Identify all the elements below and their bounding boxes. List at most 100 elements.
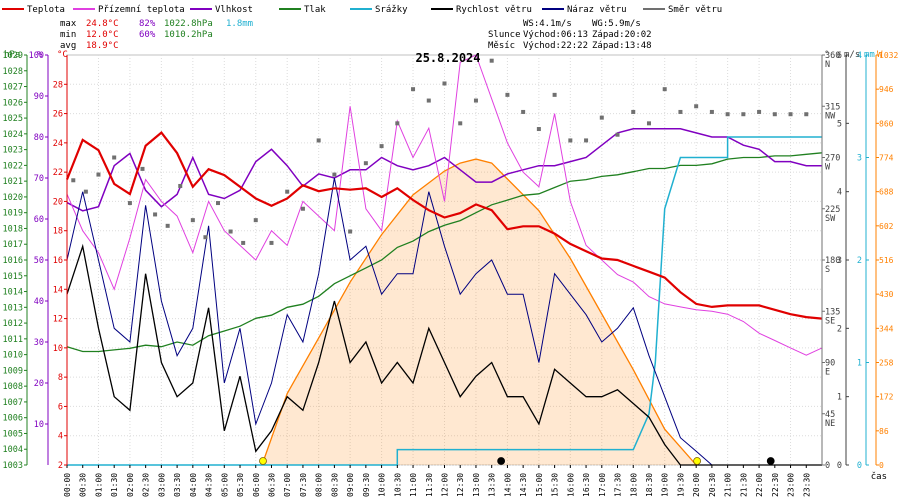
x-tick-label: 20:30 bbox=[708, 473, 717, 497]
x-tick-label: 14:00 bbox=[503, 473, 512, 497]
temp-axis-label: 24 bbox=[53, 139, 63, 149]
axis-title-ms: m/s bbox=[844, 50, 860, 60]
wind-direction-point bbox=[153, 212, 158, 217]
stat-min-hum: 60% bbox=[139, 30, 156, 40]
pressure-line bbox=[66, 152, 823, 353]
x-tick-label: 22:30 bbox=[771, 473, 780, 497]
wind-direction-point bbox=[757, 109, 762, 114]
wind-direction-point bbox=[253, 218, 258, 223]
x-tick-label: 15:00 bbox=[535, 473, 544, 497]
direction-axis-label: 270 bbox=[825, 154, 840, 164]
rain-axis-label: 0 bbox=[857, 461, 862, 471]
chart-title: 25.8.2024 bbox=[415, 51, 480, 65]
temperature-line bbox=[65, 131, 823, 320]
info-moonrise: Východ:22:22 bbox=[523, 41, 588, 51]
wind-direction-point bbox=[241, 240, 246, 245]
x-tick-label: 08:30 bbox=[330, 473, 339, 497]
direction-axis-label: 90 bbox=[825, 359, 835, 369]
pressure-axis-label: 1016 bbox=[3, 256, 23, 266]
pressure-axis-label: 1004 bbox=[3, 445, 23, 455]
pressure-axis-label: 1025 bbox=[3, 114, 23, 124]
solar-area-fill bbox=[262, 159, 697, 465]
legend-item: Náraz větru bbox=[567, 5, 627, 15]
rain-axis-label: 2 bbox=[857, 256, 862, 266]
x-tick-label: 07:00 bbox=[283, 473, 292, 497]
wind-direction-point bbox=[379, 144, 384, 149]
x-tick-label: 05:30 bbox=[236, 473, 245, 497]
wind-direction-point bbox=[678, 109, 683, 114]
x-tick-label: 03:00 bbox=[157, 473, 166, 497]
humidity-line bbox=[66, 128, 822, 212]
direction-axis-label: 315 bbox=[825, 102, 840, 112]
sunset-marker bbox=[693, 457, 702, 465]
wind-direction-point bbox=[741, 112, 746, 117]
x-tick-label: 06:30 bbox=[267, 473, 276, 497]
info-sunset: Západ:20:02 bbox=[592, 30, 652, 40]
axes: 00:00 00:30 01:00 01:30 02:00 02:30 03:00 03:30… bbox=[3, 51, 899, 497]
direction-axis-dir: SW bbox=[825, 214, 836, 224]
wind-direction-point bbox=[426, 98, 431, 103]
temp-axis-label: 28 bbox=[53, 80, 63, 90]
moonrise-marker bbox=[766, 457, 775, 465]
legend-item: Vlhkost bbox=[215, 5, 253, 15]
wind-direction-point bbox=[228, 229, 233, 234]
temp-axis-label: 8 bbox=[58, 373, 63, 383]
stat-max-label: max bbox=[60, 19, 77, 29]
humidity-axis-label: 30 bbox=[34, 338, 44, 348]
wind-direction-point bbox=[83, 189, 88, 194]
wind-direction-point bbox=[584, 138, 589, 143]
wind-direction-point bbox=[316, 138, 321, 143]
stat-avg-temp: 18.9°C bbox=[86, 41, 119, 51]
axis-title-hpa: hPa bbox=[4, 50, 20, 60]
direction-axis-label: 225 bbox=[825, 205, 840, 215]
solar-axis-label: 688 bbox=[879, 188, 894, 197]
wind-direction-point bbox=[646, 121, 651, 126]
direction-axis-dir: W bbox=[825, 163, 831, 173]
wind-direction-point bbox=[599, 115, 604, 120]
wind-direction-point bbox=[395, 121, 400, 126]
pressure-axis-label: 1024 bbox=[3, 130, 23, 140]
rain-axis-label: 3 bbox=[857, 154, 862, 164]
x-tick-label: 14:30 bbox=[519, 473, 528, 497]
stat-min-pres: 1010.2hPa bbox=[164, 30, 213, 40]
temp-axis-label: 22 bbox=[53, 168, 63, 178]
pressure-axis-label: 1010 bbox=[3, 351, 23, 361]
x-tick-label: 05:00 bbox=[220, 473, 229, 497]
wind-direction-point bbox=[71, 178, 76, 183]
pressure-axis-label: 1015 bbox=[3, 272, 23, 282]
x-tick-label: 21:00 bbox=[724, 473, 733, 497]
x-tick-label: 04:30 bbox=[205, 473, 214, 497]
wind-axis-label: 5 bbox=[837, 119, 842, 129]
x-tick-label: 09:30 bbox=[362, 473, 371, 497]
x-tick-label: 10:00 bbox=[378, 473, 387, 497]
legend-item: Rychlost větru bbox=[456, 5, 532, 15]
stat-min-temp: 12.0°C bbox=[86, 30, 119, 40]
moonset-marker bbox=[497, 457, 506, 465]
stat-min-label: min bbox=[60, 30, 76, 40]
pressure-axis-label: 1012 bbox=[3, 319, 23, 329]
humidity-axis-label: 40 bbox=[34, 297, 44, 307]
temp-axis-label: 26 bbox=[53, 110, 63, 120]
wind-direction-point bbox=[552, 92, 557, 97]
info-moon-label: Měsíc bbox=[488, 41, 515, 51]
stat-max-temp: 24.8°C bbox=[86, 19, 119, 29]
solar-axis-label: 602 bbox=[879, 222, 894, 231]
wind-direction-point bbox=[363, 161, 368, 166]
x-tick-label: 09:00 bbox=[346, 473, 355, 497]
info-wg: WG:5.9m/s bbox=[592, 19, 641, 29]
solar-axis-label: 946 bbox=[879, 85, 894, 94]
wind-direction-point bbox=[203, 235, 208, 240]
temp-axis-label: 20 bbox=[53, 197, 63, 207]
x-tick-label: 22:00 bbox=[755, 473, 764, 497]
humidity-axis-label: 20 bbox=[34, 379, 44, 389]
x-tick-label: 19:30 bbox=[676, 473, 685, 497]
axis-title-w: W bbox=[877, 50, 883, 60]
temp-axis-label: 14 bbox=[53, 285, 63, 295]
info-sun-label: Slunce bbox=[488, 30, 521, 40]
wind-direction-point bbox=[709, 109, 714, 114]
pressure-axis-label: 1008 bbox=[3, 382, 23, 392]
x-tick-label: 12:30 bbox=[456, 473, 465, 497]
wind-axis-label: 0 bbox=[837, 461, 842, 471]
direction-axis-dir: NE bbox=[825, 419, 835, 429]
